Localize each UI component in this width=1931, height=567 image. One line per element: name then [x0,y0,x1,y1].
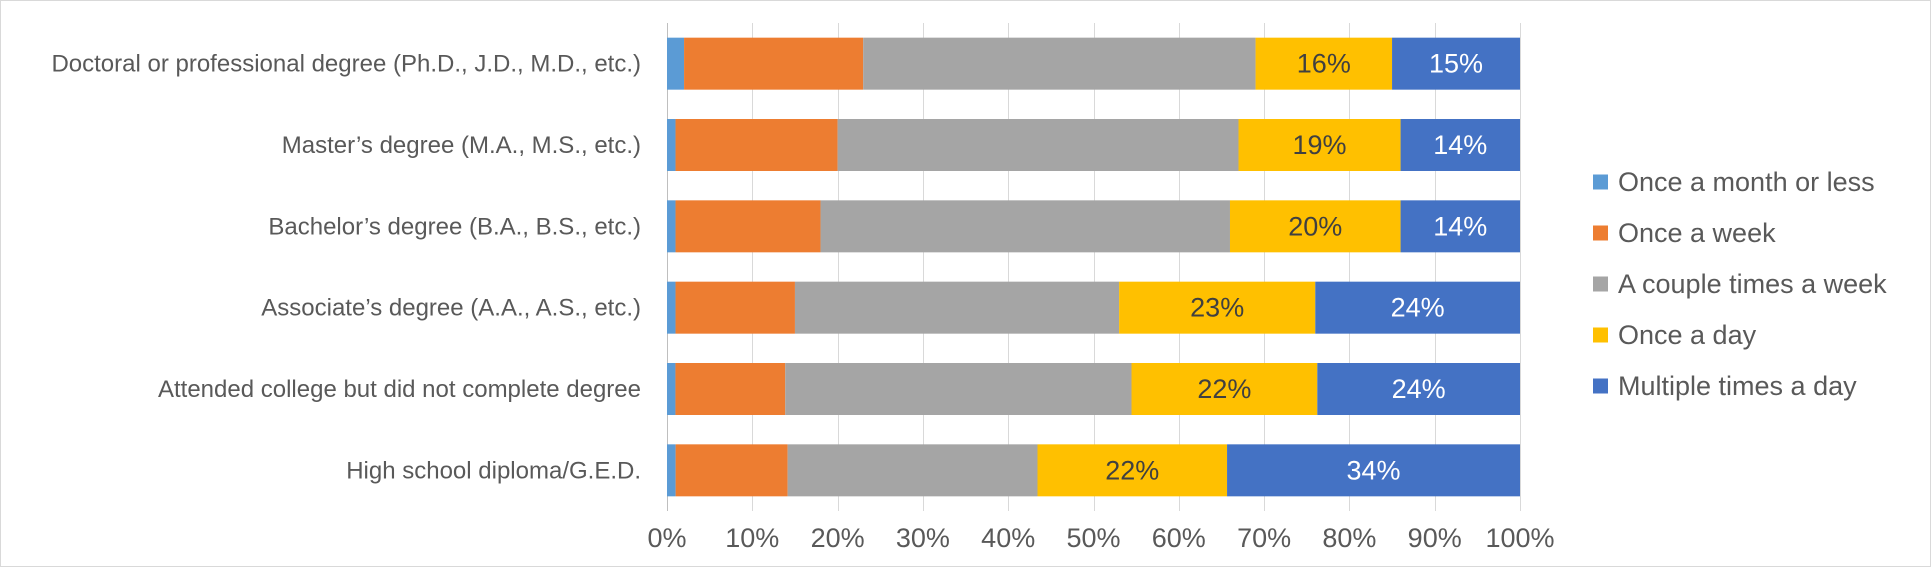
data-label: 16% [1297,49,1351,79]
bar-a-couple-times-a-week [863,37,1256,90]
data-label: 23% [1190,293,1244,323]
bar-a-couple-times-a-week [820,200,1230,253]
category-labels: Doctoral or professional degree (Ph.D., … [51,51,641,485]
bar-once-a-month-or-less [667,37,685,90]
data-labels: 16% 15% 19% 14% 20% 14% 23% 24% 22% 24% 22% 34% [1105,49,1487,486]
bar-once-a-week [675,119,838,171]
data-label: 24% [1392,374,1446,404]
legend-label: Once a month or less [1618,167,1875,197]
bar-a-couple-times-a-week [794,281,1120,334]
category-label: Master’s degree (M.A., M.S., etc.) [282,132,641,159]
bar-once-a-month-or-less [667,444,676,497]
x-tick-label: 30% [896,523,950,553]
legend-swatch-once-a-week [1593,225,1608,241]
bar-once-a-day [1229,200,1401,253]
data-label: 19% [1293,130,1347,160]
data-label: 24% [1391,293,1445,323]
bar-once-a-month-or-less [667,281,676,334]
bar-once-a-week [675,363,786,415]
category-label: Attended college but did not complete de… [158,376,641,403]
data-label: 20% [1288,211,1342,241]
data-label: 14% [1433,130,1487,160]
bar-once-a-day [1255,37,1393,90]
x-tick-label: 90% [1408,523,1462,553]
x-tick-label: 0% [647,523,686,553]
category-label: Associate’s degree (A.A., A.S., etc.) [261,295,641,322]
bar-once-a-week [675,281,795,334]
bar-multiple-times-a-day [1317,363,1520,415]
bar-once-a-day [1119,281,1316,334]
legend-label: Once a week [1618,218,1776,248]
bar-once-a-month-or-less [667,200,676,253]
bar-a-couple-times-a-week [787,444,1038,497]
data-label: 15% [1429,49,1483,79]
bar-a-couple-times-a-week [837,119,1239,171]
data-label: 22% [1197,374,1251,404]
bar-multiple-times-a-day [1315,281,1520,334]
bar-a-couple-times-a-week [785,363,1132,415]
x-tick-label: 10% [725,523,779,553]
bar-multiple-times-a-day [1392,37,1520,90]
category-label: High school diploma/G.E.D. [346,457,641,484]
gridlines [667,23,1521,511]
legend-label: Multiple times a day [1618,371,1857,401]
bar-once-a-week [675,444,788,497]
category-label: Doctoral or professional degree (Ph.D., … [51,51,641,78]
x-tick-label: 40% [981,523,1035,553]
legend-swatch-a-couple-times-a-week [1593,276,1608,292]
x-tick-label: 20% [811,523,865,553]
x-axis-tick-labels: 0% 10% 20% 30% 40% 50% 60% 70% 80% 90% 100% [647,523,1554,553]
data-label: 22% [1105,455,1159,485]
bar-once-a-month-or-less [667,363,676,415]
data-label: 34% [1347,455,1401,485]
bar-once-a-day [1131,363,1318,415]
data-label: 14% [1433,211,1487,241]
bar-multiple-times-a-day [1400,119,1520,171]
legend-label: Once a day [1618,320,1757,350]
bar-once-a-week [675,200,821,253]
legend-swatch-once-a-month-or-less [1593,174,1608,190]
bar-once-a-month-or-less [667,119,676,171]
bar-multiple-times-a-day [1227,444,1520,497]
bar-once-a-week [684,37,864,90]
x-tick-label: 70% [1237,523,1291,553]
bars [667,37,1520,497]
x-tick-label: 60% [1152,523,1206,553]
x-tick-label: 100% [1485,523,1554,553]
x-tick-label: 80% [1322,523,1376,553]
category-label: Bachelor’s degree (B.A., B.S., etc.) [268,213,641,240]
bar-multiple-times-a-day [1400,200,1520,253]
legend-swatch-multiple-times-a-day [1593,378,1608,394]
legend-swatch-once-a-day [1593,327,1608,343]
legend: Once a month or less Once a week A couple … [1593,167,1887,401]
bar-once-a-day [1238,119,1401,171]
x-tick-label: 50% [1066,523,1120,553]
bar-once-a-day [1037,444,1228,497]
legend-label: A couple times a week [1618,269,1887,299]
